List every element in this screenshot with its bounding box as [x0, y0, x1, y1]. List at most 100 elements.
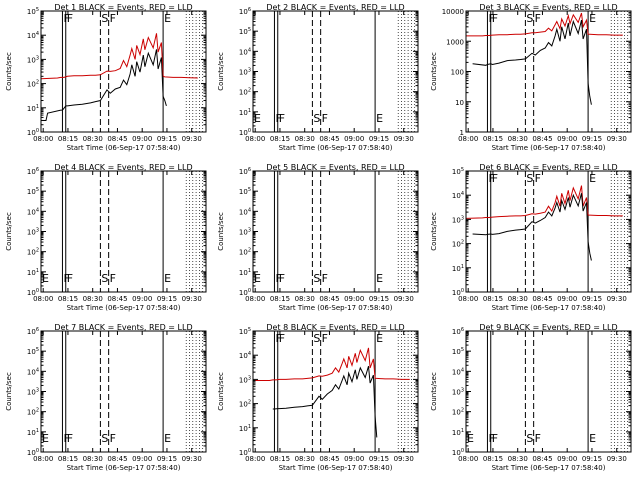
x-tick-label: 08:15 — [483, 455, 503, 463]
detector-panel: 08:00 08:15 08:30 08:45 09:00 09:15 09:30 100 10… — [5, 323, 207, 472]
y-tick-label: 104 — [239, 207, 251, 216]
y-tick-label: 101 — [452, 264, 464, 273]
panel-title: Det 6 BLACK = Events, RED = LLD — [479, 163, 617, 172]
marker-label: E — [376, 112, 383, 125]
y-tick-label: 104 — [27, 31, 39, 40]
detector-panel: 08:00 08:15 08:30 08:45 09:00 09:15 09:30 100 10… — [5, 163, 207, 312]
y-tick-label: 102 — [239, 88, 251, 97]
y-axis-label: Counts/sec — [5, 52, 13, 91]
marker-label: S — [101, 272, 108, 285]
marker-label: E — [376, 272, 383, 285]
x-axis-label: Start Time (06-Sep-17 07:58:40) — [492, 464, 606, 472]
x-tick-label: 08:45 — [532, 295, 552, 303]
y-axis-label: Counts/sec — [217, 212, 225, 251]
x-tick-label: 08:00 — [245, 135, 265, 143]
y-tick-label: 105 — [27, 187, 39, 196]
y-tick-label: 102 — [239, 248, 251, 257]
y-axis-label: Counts/sec — [5, 372, 13, 411]
y-tick-label: 101 — [239, 268, 251, 277]
detector-panel: 08:00 08:15 08:30 08:45 09:00 09:15 09:30 100 10… — [430, 163, 632, 312]
y-tick-label: 102 — [452, 408, 464, 417]
y-tick-label: 101 — [239, 108, 251, 117]
x-tick-label: 09:00 — [557, 455, 577, 463]
x-tick-label: 09:30 — [607, 295, 627, 303]
marker-label: F — [488, 12, 494, 25]
x-tick-label: 08:30 — [295, 455, 315, 463]
marker-label: E — [42, 432, 49, 445]
marker-label: F — [279, 112, 285, 125]
y-tick-label: 105 — [452, 347, 464, 356]
events-series-line — [42, 49, 167, 121]
x-tick-label: 08:00 — [33, 135, 53, 143]
marker-label: F — [63, 272, 69, 285]
detector-panel: 08:00 08:15 08:30 08:45 09:00 09:15 09:30 100 10… — [430, 323, 632, 472]
y-tick-label: 102 — [27, 248, 39, 257]
y-axis-label: Counts/sec — [5, 212, 13, 251]
x-tick-label: 09:00 — [344, 135, 364, 143]
y-axis-label: Counts/sec — [430, 212, 438, 251]
y-tick-label: 104 — [27, 367, 39, 376]
x-tick-label: 08:45 — [319, 455, 339, 463]
marker-label: F — [322, 272, 328, 285]
marker-label: E — [589, 432, 596, 445]
marker-label: S — [101, 432, 108, 445]
x-tick-label: 09:30 — [182, 135, 202, 143]
x-axis-label: Start Time (06-Sep-17 07:58:40) — [67, 144, 181, 152]
y-tick-label: 104 — [27, 207, 39, 216]
y-tick-label: 101 — [452, 428, 464, 437]
y-tick-label: 1000 — [446, 38, 464, 46]
marker-label: E — [164, 12, 171, 25]
marker-label: E — [589, 12, 596, 25]
x-tick-label: 08:45 — [107, 295, 127, 303]
y-tick-label: 103 — [27, 388, 39, 397]
x-tick-label: 09:30 — [394, 135, 414, 143]
x-axis-label: Start Time (06-Sep-17 07:58:40) — [67, 464, 181, 472]
marker-label: E — [376, 332, 383, 345]
x-tick-label: 09:00 — [132, 295, 152, 303]
y-tick-label: 100 — [239, 288, 251, 297]
x-tick-label: 08:15 — [270, 135, 290, 143]
marker-label: E — [254, 112, 261, 125]
x-tick-label: 08:15 — [270, 295, 290, 303]
y-tick-label: 106 — [27, 327, 39, 336]
y-tick-label: 103 — [452, 215, 464, 224]
x-tick-label: 08:15 — [483, 295, 503, 303]
y-tick-label: 105 — [452, 167, 464, 176]
panel-title: Det 8 BLACK = Events, RED = LLD — [266, 323, 404, 332]
x-tick-label: 08:30 — [83, 295, 103, 303]
y-tick-label: 105 — [239, 187, 251, 196]
y-tick-label: 100 — [451, 69, 464, 77]
plot-frame — [252, 330, 419, 453]
x-tick-label: 09:30 — [182, 455, 202, 463]
marker-label: F — [535, 12, 541, 25]
x-axis-label: Start Time (06-Sep-17 07:58:40) — [492, 144, 606, 152]
y-tick-label: 103 — [239, 375, 251, 384]
x-tick-label: 09:00 — [557, 295, 577, 303]
y-tick-label: 10 — [455, 99, 464, 107]
x-tick-label: 08:30 — [295, 135, 315, 143]
panel-title: Det 2 BLACK = Events, RED = LLD — [266, 3, 404, 12]
y-tick-label: 103 — [27, 55, 39, 64]
y-axis-label: Counts/sec — [430, 372, 438, 411]
marker-label: S — [526, 172, 533, 185]
y-tick-label: 106 — [452, 327, 464, 336]
marker-label: F — [67, 432, 73, 445]
x-tick-label: 08:30 — [508, 455, 528, 463]
marker-label: F — [110, 432, 116, 445]
y-tick-label: 105 — [239, 27, 251, 36]
x-tick-label: 09:00 — [132, 135, 152, 143]
x-axis-label: Start Time (06-Sep-17 07:58:40) — [67, 304, 181, 312]
x-tick-label: 08:00 — [458, 135, 478, 143]
y-tick-label: 100 — [239, 128, 251, 137]
panel-title: Det 7 BLACK = Events, RED = LLD — [54, 323, 192, 332]
y-tick-label: 104 — [452, 367, 464, 376]
y-tick-label: 100 — [27, 448, 39, 457]
detector-panel: 08:00 08:15 08:30 08:45 09:00 09:15 09:30 1 10 10… — [430, 3, 632, 152]
marker-label: E — [254, 272, 261, 285]
y-tick-label: 103 — [239, 68, 251, 77]
lld-series-line — [466, 12, 623, 37]
marker-label: F — [492, 12, 498, 25]
x-tick-label: 09:15 — [369, 135, 389, 143]
x-tick-label: 08:15 — [270, 455, 290, 463]
